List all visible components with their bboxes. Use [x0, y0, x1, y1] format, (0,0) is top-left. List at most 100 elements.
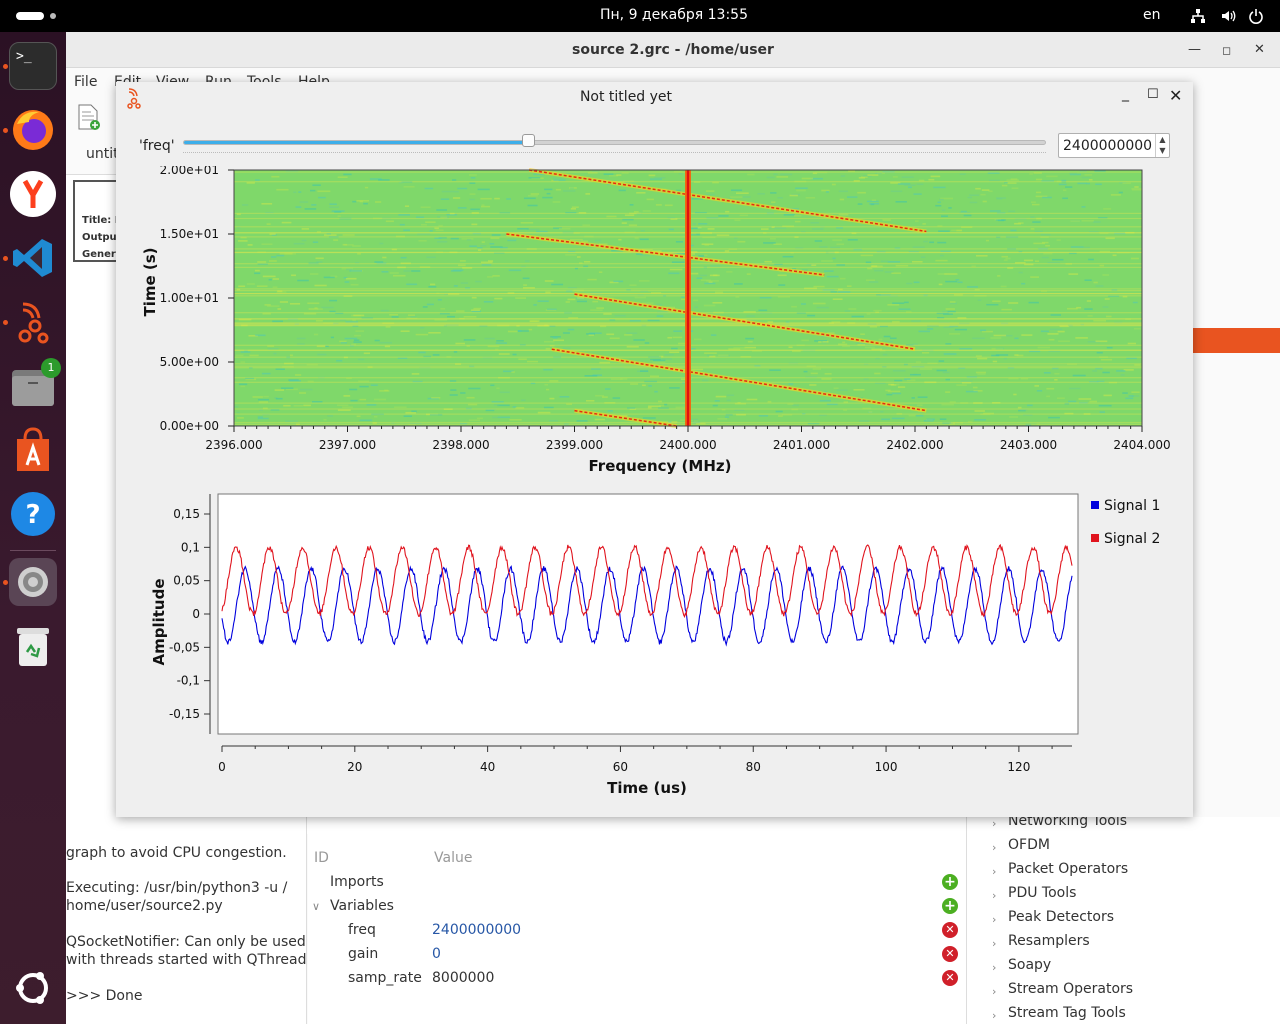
network-icon[interactable] — [1190, 8, 1206, 24]
noise-pixel — [982, 200, 987, 203]
noise-pixel — [261, 372, 271, 375]
noise-pixel — [1054, 372, 1060, 375]
noise-pixel — [642, 210, 651, 212]
chevron-right-icon[interactable]: › — [992, 985, 997, 998]
firefox-icon[interactable] — [9, 106, 57, 154]
noise-pixel — [801, 231, 806, 233]
chevron-down-icon[interactable]: ∨ — [312, 900, 321, 913]
gnuradio-icon[interactable] — [9, 298, 57, 346]
imports-row[interactable]: Imports + — [308, 874, 966, 898]
block-category[interactable]: OFDM — [1008, 837, 1050, 853]
power-icon[interactable] — [1248, 8, 1264, 24]
noise-pixel — [1005, 257, 1011, 260]
add-variable-icon[interactable]: + — [942, 898, 958, 914]
chevron-right-icon[interactable]: › — [992, 841, 997, 854]
noise-pixel — [904, 378, 911, 380]
minimize-button[interactable]: _ — [1122, 86, 1129, 102]
spin-up-icon[interactable]: ▲ — [1159, 135, 1166, 144]
tab-untitled[interactable]: untit — [86, 146, 119, 162]
running-indicator — [3, 64, 8, 69]
menu-file[interactable]: File — [74, 74, 98, 90]
x-tick-label: 60 — [613, 760, 628, 774]
noise-pixel — [1046, 395, 1051, 398]
noise-pixel — [1059, 325, 1070, 328]
block-category[interactable]: Soapy — [1008, 957, 1052, 973]
chevron-right-icon[interactable]: › — [992, 889, 997, 902]
settings-icon[interactable] — [9, 558, 57, 606]
noise-pixel — [581, 240, 589, 243]
block-category[interactable]: Peak Detectors — [1008, 909, 1114, 925]
terminal-icon[interactable]: >_ — [9, 42, 57, 90]
chevron-right-icon[interactable]: › — [992, 913, 997, 926]
freq-spinbox[interactable]: 2400000000 ▲ ▼ — [1058, 133, 1170, 158]
activities-indicator[interactable] — [16, 12, 44, 20]
files-icon[interactable]: 1 — [9, 358, 61, 410]
clock[interactable]: Пн, 9 декабря 13:55 — [599, 7, 748, 23]
noise-pixel — [466, 396, 475, 399]
noise-pixel — [463, 316, 477, 318]
noise-pixel — [997, 275, 1001, 277]
add-import-icon[interactable]: + — [942, 874, 958, 890]
noise-pixel — [498, 376, 510, 379]
noise-pixel — [296, 337, 306, 340]
noise-pixel — [279, 301, 288, 303]
maximize-button[interactable]: ◻ — [1222, 44, 1232, 57]
yandex-icon[interactable] — [9, 170, 57, 218]
keyboard-layout[interactable]: en — [1143, 7, 1161, 23]
block-category[interactable]: Networking Tools — [1008, 813, 1128, 829]
trash-icon[interactable] — [9, 622, 57, 670]
workspace-dot[interactable] — [50, 13, 56, 19]
noise-pixel — [497, 324, 510, 327]
chevron-right-icon[interactable]: › — [992, 1009, 997, 1022]
noise-pixel — [669, 351, 680, 353]
noise-pixel — [469, 174, 477, 176]
appcenter-icon[interactable] — [9, 426, 57, 474]
noise-pixel — [712, 302, 723, 304]
noise-pixel — [454, 190, 459, 193]
noise-pixel — [481, 205, 491, 208]
remove-variable-icon[interactable]: ✕ — [942, 946, 958, 962]
noise-pixel — [285, 420, 298, 422]
spin-down-icon[interactable]: ▼ — [1159, 146, 1166, 155]
help-icon[interactable]: ? — [9, 490, 57, 538]
noise-pixel — [818, 341, 822, 343]
noise-pixel — [298, 191, 302, 193]
remove-variable-icon[interactable]: ✕ — [942, 922, 958, 938]
close-button[interactable]: ✕ — [1254, 42, 1265, 57]
noise-pixel — [477, 247, 483, 249]
noise-pixel — [480, 245, 487, 247]
y-tick-label: -0,1 — [177, 674, 200, 688]
block-category[interactable]: Stream Operators — [1008, 981, 1134, 997]
block-category[interactable]: PDU Tools — [1008, 885, 1077, 901]
remove-variable-icon[interactable]: ✕ — [942, 970, 958, 986]
ubuntu-icon[interactable] — [9, 964, 57, 1012]
variable-row[interactable]: samp_rate 8000000 ✕ — [308, 970, 966, 994]
new-document-icon[interactable] — [76, 104, 100, 130]
noise-pixel — [1007, 367, 1015, 369]
chevron-right-icon[interactable]: › — [992, 865, 997, 878]
freq-slider-handle[interactable] — [522, 134, 536, 147]
maximize-button[interactable]: ☐ — [1147, 87, 1159, 102]
noise-pixel — [664, 354, 674, 356]
noise-pixel — [980, 193, 986, 196]
chevron-right-icon[interactable]: › — [992, 937, 997, 950]
grc-titlebar[interactable]: source 2.grc - /home/user — ◻ ✕ — [66, 32, 1280, 68]
chevron-right-icon[interactable]: › — [992, 961, 997, 974]
freq-slider-track[interactable] — [183, 140, 1046, 145]
noise-pixel — [566, 403, 572, 405]
close-button[interactable]: ✕ — [1169, 86, 1183, 105]
volume-icon[interactable] — [1220, 8, 1236, 24]
variable-row[interactable]: freq 2400000000 ✕ — [308, 922, 966, 946]
block-category[interactable]: Resamplers — [1008, 933, 1090, 949]
noise-pixel — [545, 291, 551, 294]
block-category[interactable]: Packet Operators — [1008, 861, 1129, 877]
spin-arrows[interactable]: ▲ ▼ — [1155, 134, 1169, 157]
freq-slider-fill — [184, 141, 530, 144]
noise-pixel — [316, 231, 321, 233]
variables-row[interactable]: ∨ Variables + — [308, 898, 966, 922]
chevron-right-icon[interactable]: › — [992, 817, 997, 830]
variable-row[interactable]: gain 0 ✕ — [308, 946, 966, 970]
minimize-button[interactable]: — — [1188, 42, 1201, 57]
block-category[interactable]: Stream Tag Tools — [1008, 1005, 1126, 1021]
vscode-icon[interactable] — [9, 234, 57, 282]
